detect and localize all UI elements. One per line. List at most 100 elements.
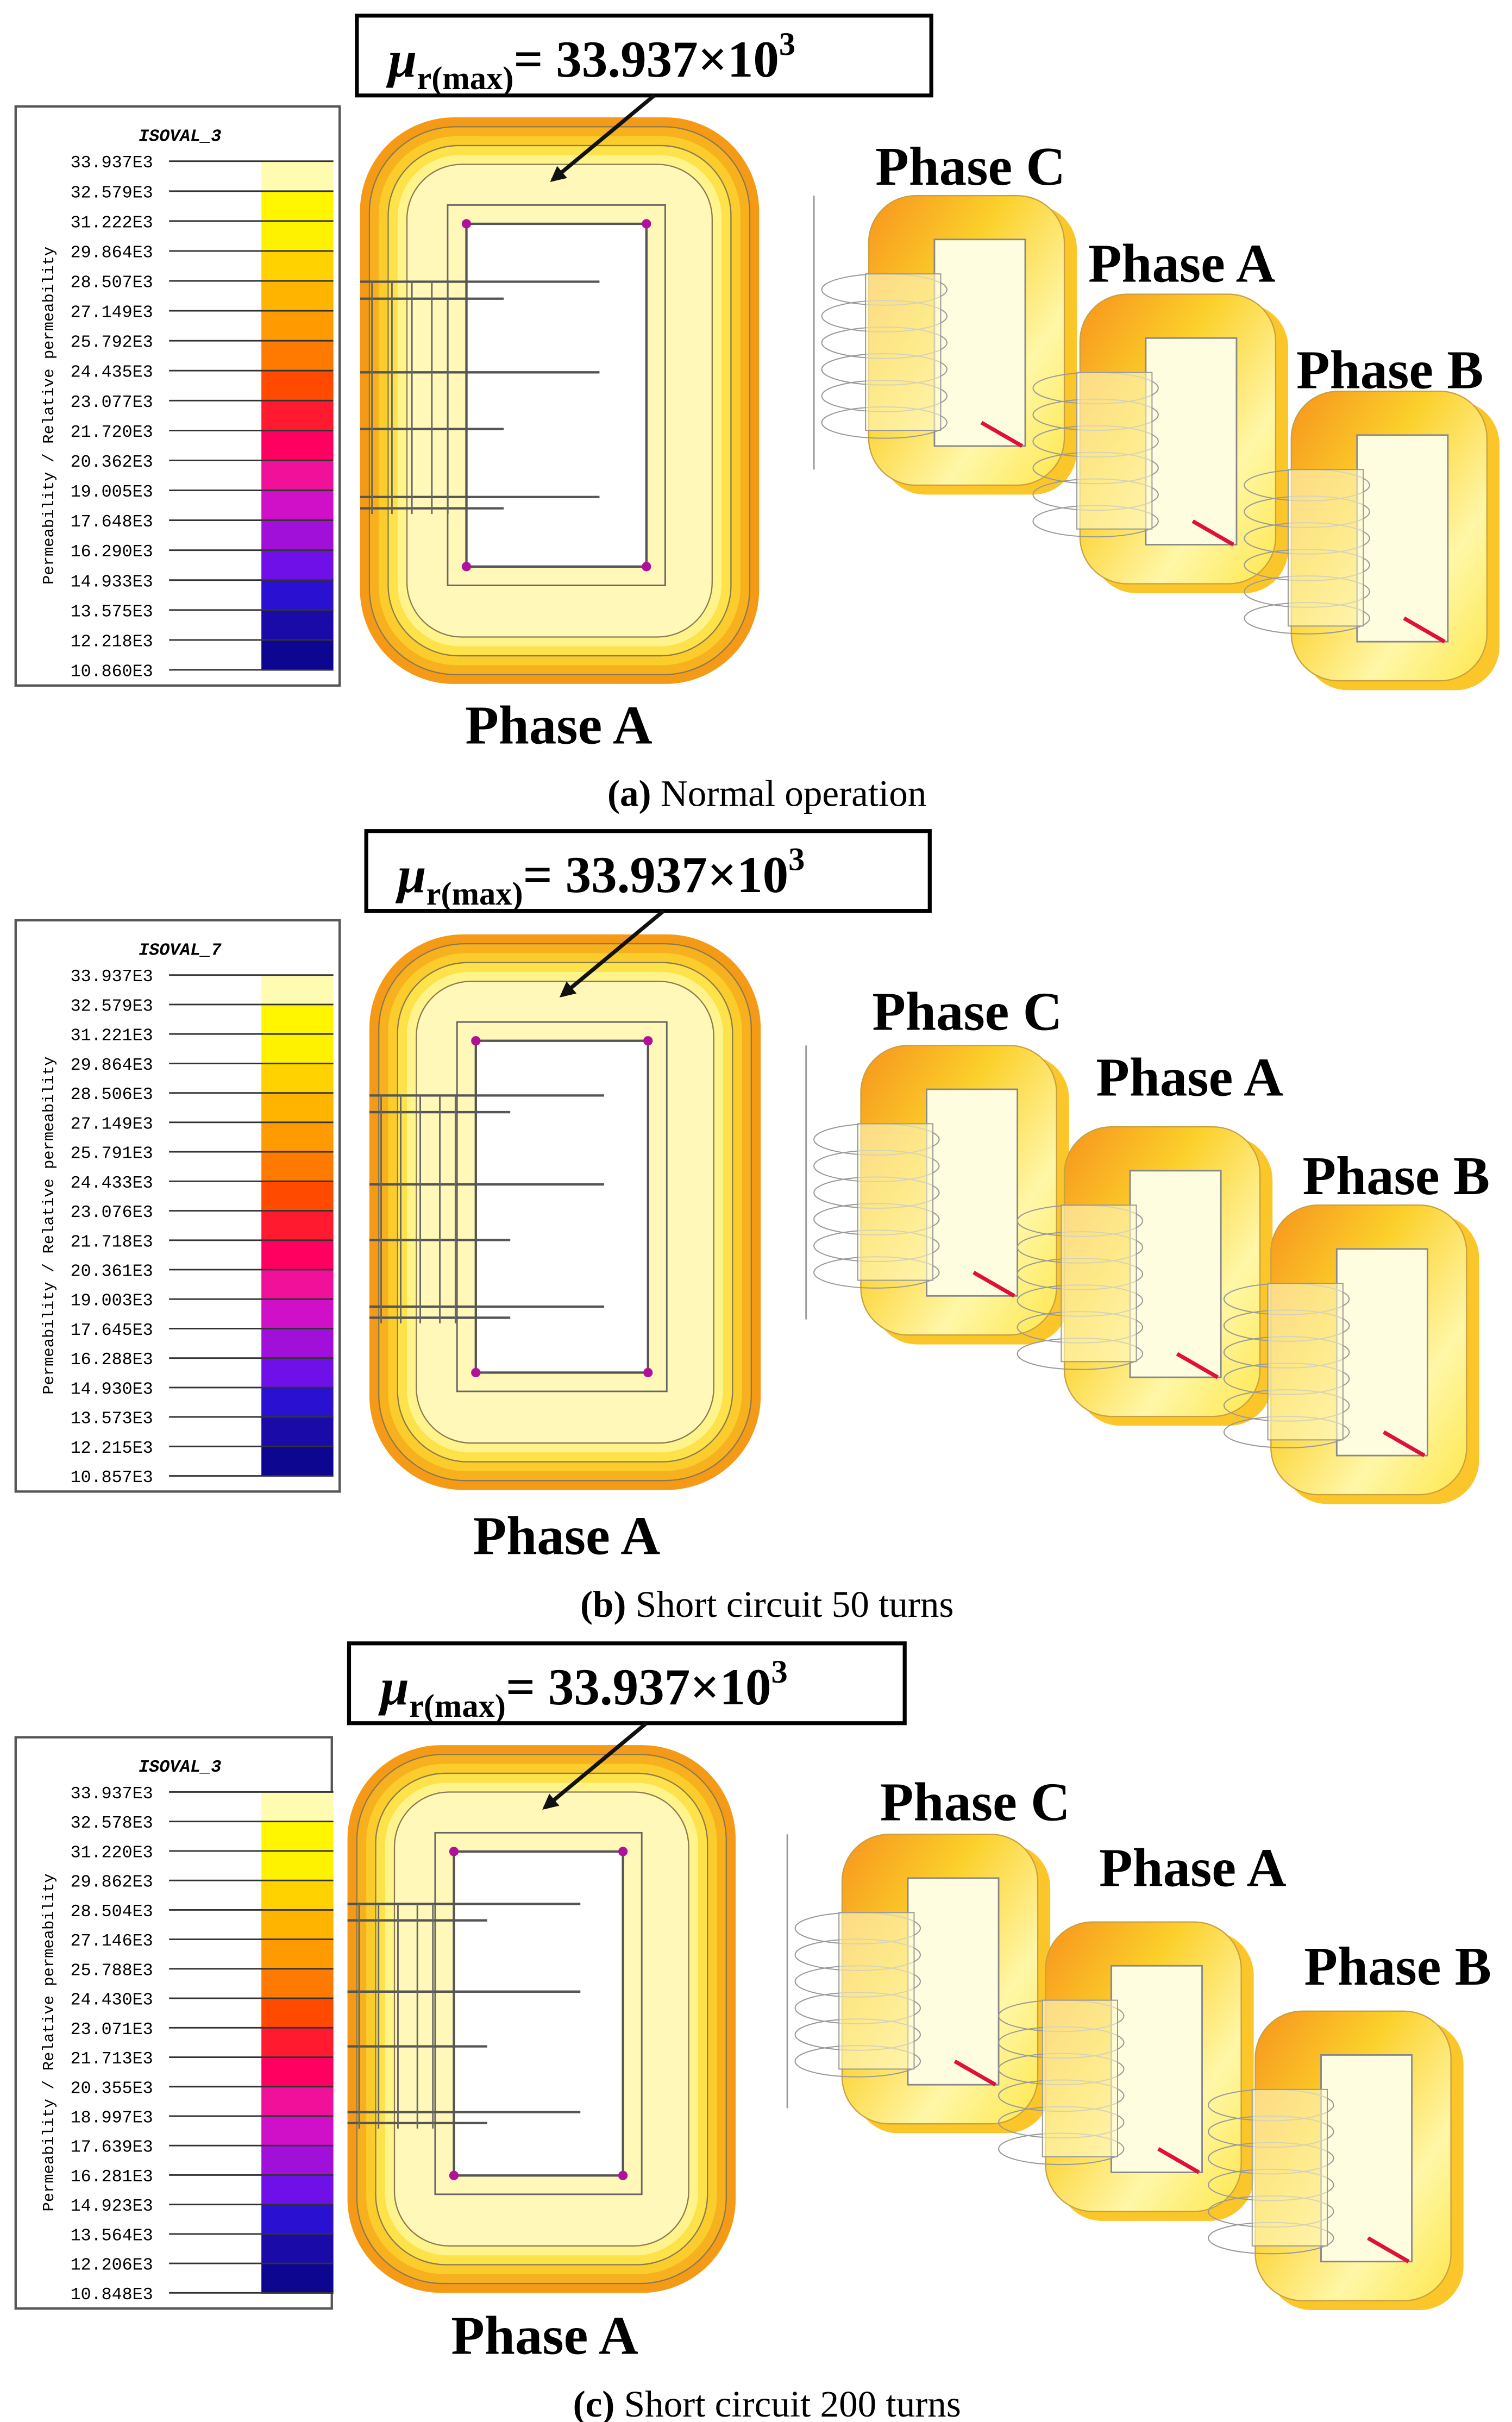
corner-spot [618,2170,628,2180]
legend-band [261,580,334,611]
annotation-superscript: 3 [788,842,805,878]
legend-band [261,550,334,581]
core3d-window [933,239,1026,447]
coil-body [857,1123,934,1281]
legend-band [261,1358,334,1389]
legend-value: 25.791E3 [71,1144,153,1164]
coil-body [1267,1283,1344,1441]
legend-value: 23.071E3 [71,2020,153,2040]
corner-spot [471,1367,481,1378]
legend-band [261,1004,334,1035]
legend-band [261,2057,334,2088]
legend-band [261,1299,334,1329]
corner-spot [471,1036,481,1046]
legend-value: 19.003E3 [71,1291,153,1311]
legend-value: 18.997E3 [71,2109,153,2128]
annotation: μr(max)= 33.937×103 [395,842,805,912]
corner-spot [642,562,651,572]
legend-band [261,1240,334,1271]
legend-value: 13.575E3 [71,602,153,622]
caption: (c) Short circuit 200 turns [573,2383,961,2422]
phase-label: Phase A [1088,233,1276,294]
legend-band [261,1939,334,1970]
annotation-subscript: r(max) [426,876,523,912]
legend-value: 12.218E3 [71,632,153,651]
core-outline [434,1831,643,2195]
core-outline [456,1021,668,1392]
phase-label: Phase B [1304,1936,1491,1997]
coil-body [865,273,942,431]
legend-value: 27.146E3 [71,1931,153,1951]
annotation: μr(max)= 33.937×103 [378,1654,788,1724]
legend-value: 29.864E3 [71,1056,153,1075]
coil-body [1076,372,1153,530]
legend-value: 21.718E3 [71,1232,153,1252]
corner-spot [643,1036,653,1046]
core3d-window [926,1088,1019,1297]
core-label: Phase A [473,1505,661,1566]
legend-value: 33.937E3 [71,967,153,987]
legend-value: 28.506E3 [71,1085,153,1105]
legend-value: 25.788E3 [71,1961,153,1980]
legend-band [261,2204,334,2235]
legend-band [261,2145,334,2176]
phase-label: Phase B [1296,339,1484,400]
legend-band [261,341,334,372]
legend-value: 14.933E3 [71,572,153,592]
legend-band [261,1880,334,1911]
legend-title: ISOVAL_7 [139,940,222,960]
coil-body [1251,2088,1328,2247]
phase-label: Phase B [1303,1145,1490,1206]
legend-band [261,1181,334,1212]
legend-band [261,1034,334,1064]
annotation-arrow [559,909,665,997]
legend-value: 29.862E3 [71,1873,153,1892]
core3d-edge [973,1270,1015,1298]
core-window [474,1039,649,1374]
legend-band [261,1387,334,1418]
legend-band [261,191,334,222]
corner-spot [449,1847,459,1856]
legend-value: 17.645E3 [71,1321,153,1340]
legend-value: 23.077E3 [71,393,153,412]
annotation-box [347,1641,907,1725]
legend-band [261,2175,334,2206]
core3d-edge [1367,2236,1410,2263]
legend-band [261,2116,334,2147]
annotation-arrow [542,1721,648,1810]
caption-label: (b) [580,1583,626,1625]
core3d-window [1145,337,1238,545]
legend-value: 16.290E3 [71,542,153,562]
legend-value: 24.435E3 [71,363,153,382]
core3d-edge [980,421,1024,448]
legend-band [261,2086,334,2117]
legend-band [261,430,334,461]
core-window [465,222,648,568]
core3d-window [1129,1170,1222,1378]
legend-value: 27.149E3 [71,303,153,323]
legend-band [261,639,334,671]
caption: (b) Short circuit 50 turns [580,1583,953,1625]
legend-band [261,1269,334,1300]
core3d-window [1335,1248,1428,1457]
coil-body [1288,469,1364,627]
legend-band [261,1792,334,1823]
legend-band [261,161,334,192]
caption-text: Short circuit 200 turns [624,2383,961,2422]
annotation-subscript: r(max) [417,60,513,97]
annotation-subscript: r(max) [409,1688,506,1724]
legend-value: 28.504E3 [71,1902,153,1922]
core3d-window [1111,1965,1203,2173]
corner-spot [449,2170,459,2180]
core3d-window [1356,434,1449,643]
legend-value: 32.578E3 [71,1814,153,1833]
legend-band [261,1210,334,1241]
core3d-edge [1191,519,1234,547]
core3d-edge [1382,1430,1426,1458]
caption-text: Normal operation [661,773,926,814]
panel: ISOVAL_3 Permeability / Relative permeabi… [14,1641,1491,2422]
legend-value: 27.149E3 [71,1114,153,1134]
legend-value: 33.937E3 [71,153,153,173]
legend-band [261,610,334,641]
phase-label: Phase C [872,981,1062,1042]
